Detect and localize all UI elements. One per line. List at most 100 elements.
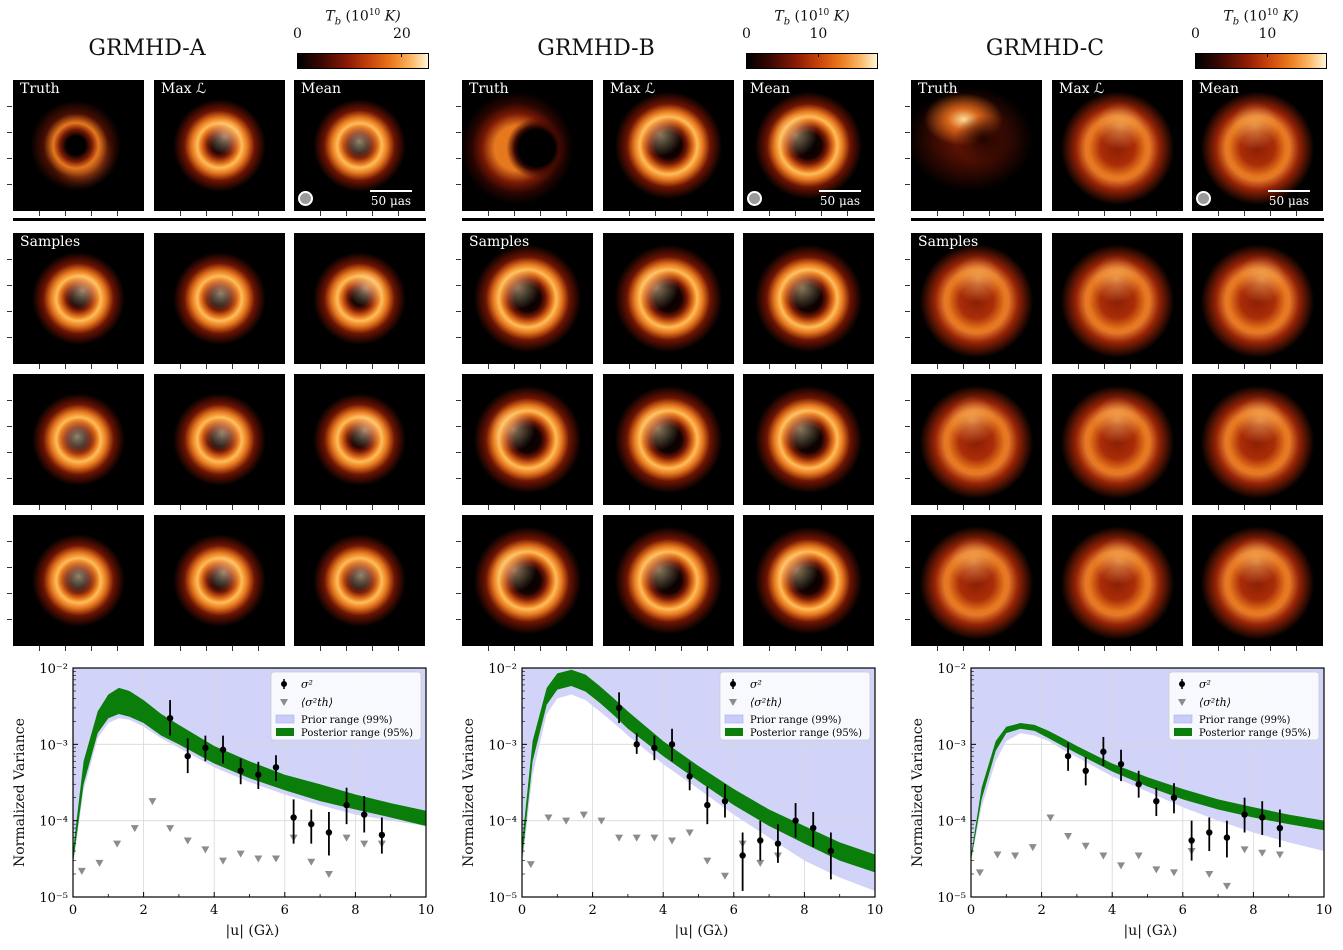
- legend-sigma-th-marker: [1178, 699, 1186, 706]
- ring-render: [911, 515, 1042, 646]
- legend-posterior-label: Posterior range (95%): [301, 728, 413, 739]
- axis-tick: [7, 541, 12, 542]
- scale-bar-line: [370, 190, 412, 192]
- colorbar-label-main: T: [774, 8, 784, 25]
- axis-tick: [456, 452, 461, 453]
- sample-image: [1192, 374, 1323, 505]
- axis-tick: [117, 646, 118, 651]
- ring-render: [743, 233, 874, 364]
- axis-tick: [456, 132, 461, 133]
- axis-tick: [91, 211, 92, 216]
- axis-tick: [206, 505, 207, 510]
- axis-tick: [398, 211, 399, 216]
- ring-render: [1192, 80, 1323, 211]
- x-tick-label: 0: [518, 903, 526, 918]
- axis-tick: [1078, 646, 1079, 651]
- axis-tick: [989, 364, 990, 369]
- axis-tick: [488, 364, 489, 369]
- axis-tick: [91, 364, 92, 369]
- colorbar-tick-mark: [1195, 53, 1196, 57]
- colorbar-tick-label: 0: [293, 26, 302, 42]
- axis-tick: [707, 505, 708, 510]
- y-tick-label: 10⁻⁴: [937, 815, 966, 830]
- axis-tick: [937, 364, 938, 369]
- axis-tick: [488, 505, 489, 510]
- column-0: GRMHD-A Tb (1010 K) 0 20 Truth Max ℒ Mean 50 μa…: [7, 0, 440, 950]
- axis-tick: [320, 211, 321, 216]
- axis-tick: [456, 619, 461, 620]
- axis-tick: [795, 211, 796, 216]
- axis-tick: [320, 646, 321, 651]
- sigma-point: [686, 773, 693, 780]
- axis-tick: [1104, 646, 1105, 651]
- x-tick-label: 4: [1108, 903, 1116, 918]
- legend-prior-label: Prior range (99%): [301, 715, 392, 726]
- axis-tick: [65, 364, 66, 369]
- sigma-point: [774, 840, 782, 847]
- axis-tick: [905, 184, 910, 185]
- maxl-label: Max ℒ: [1059, 81, 1105, 97]
- mean-label: Mean: [750, 81, 790, 97]
- axis-tick: [963, 505, 964, 510]
- samples-label: Samples: [469, 234, 530, 250]
- colorbar-tick-label: 20: [393, 26, 411, 42]
- axis-tick: [681, 364, 682, 369]
- legend-posterior-label: Posterior range (95%): [1199, 728, 1311, 739]
- sigma-th-point: [307, 858, 316, 866]
- axis-tick: [258, 364, 259, 369]
- sigma-point: [1082, 767, 1089, 775]
- axis-tick: [1270, 505, 1271, 510]
- y-tick-label: 10⁻²: [39, 662, 68, 677]
- axis-tick: [1244, 364, 1245, 369]
- axis-tick: [372, 646, 373, 651]
- sample-image: [462, 515, 593, 646]
- sigma-th-point: [183, 837, 192, 845]
- axis-tick: [456, 426, 461, 427]
- maxl-image: Max ℒ: [603, 80, 734, 211]
- axis-tick: [346, 646, 347, 651]
- sigma-th-point: [685, 829, 694, 837]
- sigma-point: [1117, 760, 1125, 768]
- sample-image: [1192, 515, 1323, 646]
- axis-tick: [1078, 364, 1079, 369]
- sample-image: [911, 515, 1042, 646]
- legend-posterior-swatch: [1174, 728, 1192, 736]
- x-axis-label: |u| (Gλ): [674, 923, 729, 939]
- axis-tick: [1270, 646, 1271, 651]
- legend-sigma-dot: [730, 681, 736, 687]
- sample-image: [462, 374, 593, 505]
- axis-tick: [963, 364, 964, 369]
- ring-render: [154, 515, 285, 646]
- ring-render: [911, 80, 1042, 211]
- sigma-th-point: [95, 859, 104, 867]
- axis-tick: [629, 364, 630, 369]
- legend-box: [270, 671, 422, 741]
- sigma-point: [739, 852, 746, 859]
- samples-label: Samples: [918, 234, 979, 250]
- mean-label: Mean: [301, 81, 341, 97]
- legend-sigma-th-label: ⟨σ²th⟩: [750, 696, 782, 709]
- axis-tick: [905, 478, 910, 479]
- axis-tick: [989, 211, 990, 216]
- posterior-range-band: [73, 687, 426, 863]
- axis-tick: [795, 646, 796, 651]
- row-divider: [462, 218, 875, 221]
- sigma-point: [237, 767, 244, 775]
- ring-render: [13, 80, 144, 211]
- ring-render: [1192, 233, 1323, 364]
- ring-render: [603, 515, 734, 646]
- column-title: GRMHD-C: [985, 36, 1105, 61]
- colorbar-label-exp: 10: [368, 8, 381, 18]
- axis-tick: [456, 541, 461, 542]
- axis-tick: [905, 337, 910, 338]
- scale-bar: 50 μas: [370, 190, 412, 208]
- axis-tick: [7, 567, 12, 568]
- sigma-point: [166, 714, 174, 722]
- beam-circle-icon: [747, 191, 762, 206]
- axis-tick: [905, 132, 910, 133]
- axis-tick: [629, 646, 630, 651]
- sigma-th-point: [1117, 862, 1126, 870]
- sample-image: [1052, 233, 1183, 364]
- colorbar-label-unit-post: K): [380, 8, 401, 25]
- legend-prior-label: Prior range (99%): [750, 715, 841, 726]
